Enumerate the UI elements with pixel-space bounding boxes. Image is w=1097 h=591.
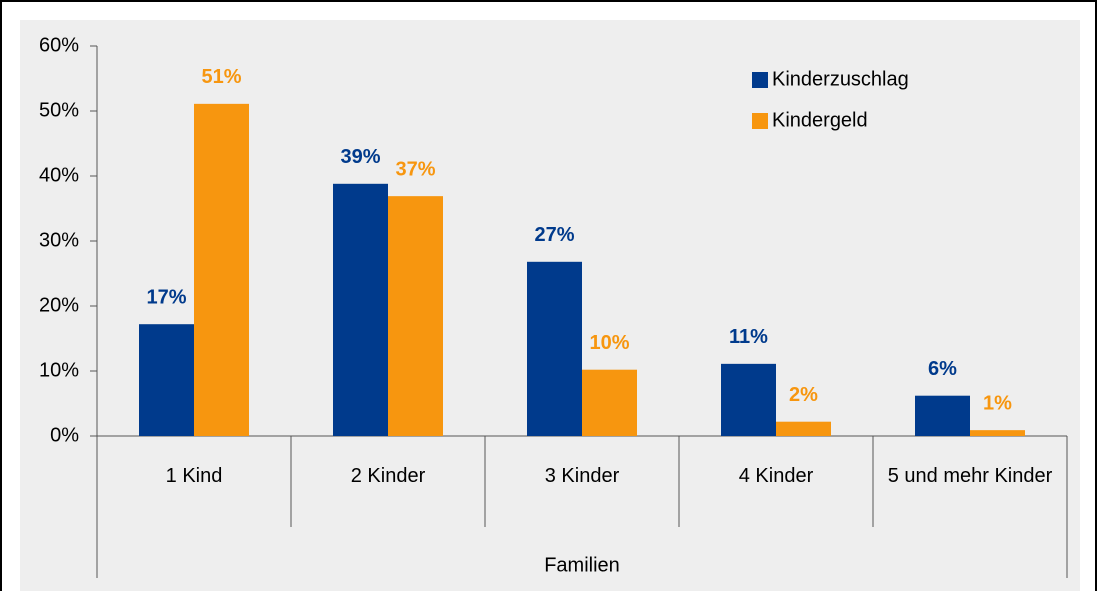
data-label: 39% xyxy=(340,146,380,168)
data-label: 6% xyxy=(928,358,957,380)
bar xyxy=(915,395,970,436)
data-label: 17% xyxy=(146,286,186,308)
x-tick-label: 4 Kinder xyxy=(738,465,814,487)
bar xyxy=(721,363,776,436)
bar xyxy=(582,369,637,436)
bar xyxy=(970,430,1025,436)
legend-swatch xyxy=(752,72,768,88)
bar xyxy=(333,183,388,436)
y-tick-label: 0% xyxy=(50,424,79,446)
data-label: 27% xyxy=(534,224,574,246)
legend-label: Kinderzuschlag xyxy=(772,68,909,90)
data-label: 51% xyxy=(201,66,241,88)
legend-label: Kindergeld xyxy=(772,109,868,131)
data-label: 11% xyxy=(729,326,768,348)
bar xyxy=(194,103,249,436)
y-tick-label: 50% xyxy=(39,99,79,121)
y-tick-label: 40% xyxy=(39,164,79,186)
x-tick-label: 3 Kinder xyxy=(544,465,620,487)
bar xyxy=(388,196,443,436)
x-axis-label: Familien xyxy=(544,554,620,576)
x-tick-label: 1 Kind xyxy=(165,465,223,487)
legend-swatch xyxy=(752,113,768,129)
data-label: 37% xyxy=(395,158,435,180)
y-tick-label: 10% xyxy=(39,359,79,381)
bar xyxy=(139,324,194,436)
x-tick-label: 2 Kinder xyxy=(350,465,426,487)
y-tick-label: 30% xyxy=(39,229,79,251)
data-label: 2% xyxy=(789,384,818,406)
data-label: 1% xyxy=(983,392,1012,414)
y-tick-label: 60% xyxy=(39,34,79,56)
bar xyxy=(776,421,831,436)
y-tick-label: 20% xyxy=(39,294,79,316)
data-label: 10% xyxy=(589,332,629,354)
x-tick-label: 5 und mehr Kinder xyxy=(887,465,1053,487)
bar xyxy=(527,261,582,436)
